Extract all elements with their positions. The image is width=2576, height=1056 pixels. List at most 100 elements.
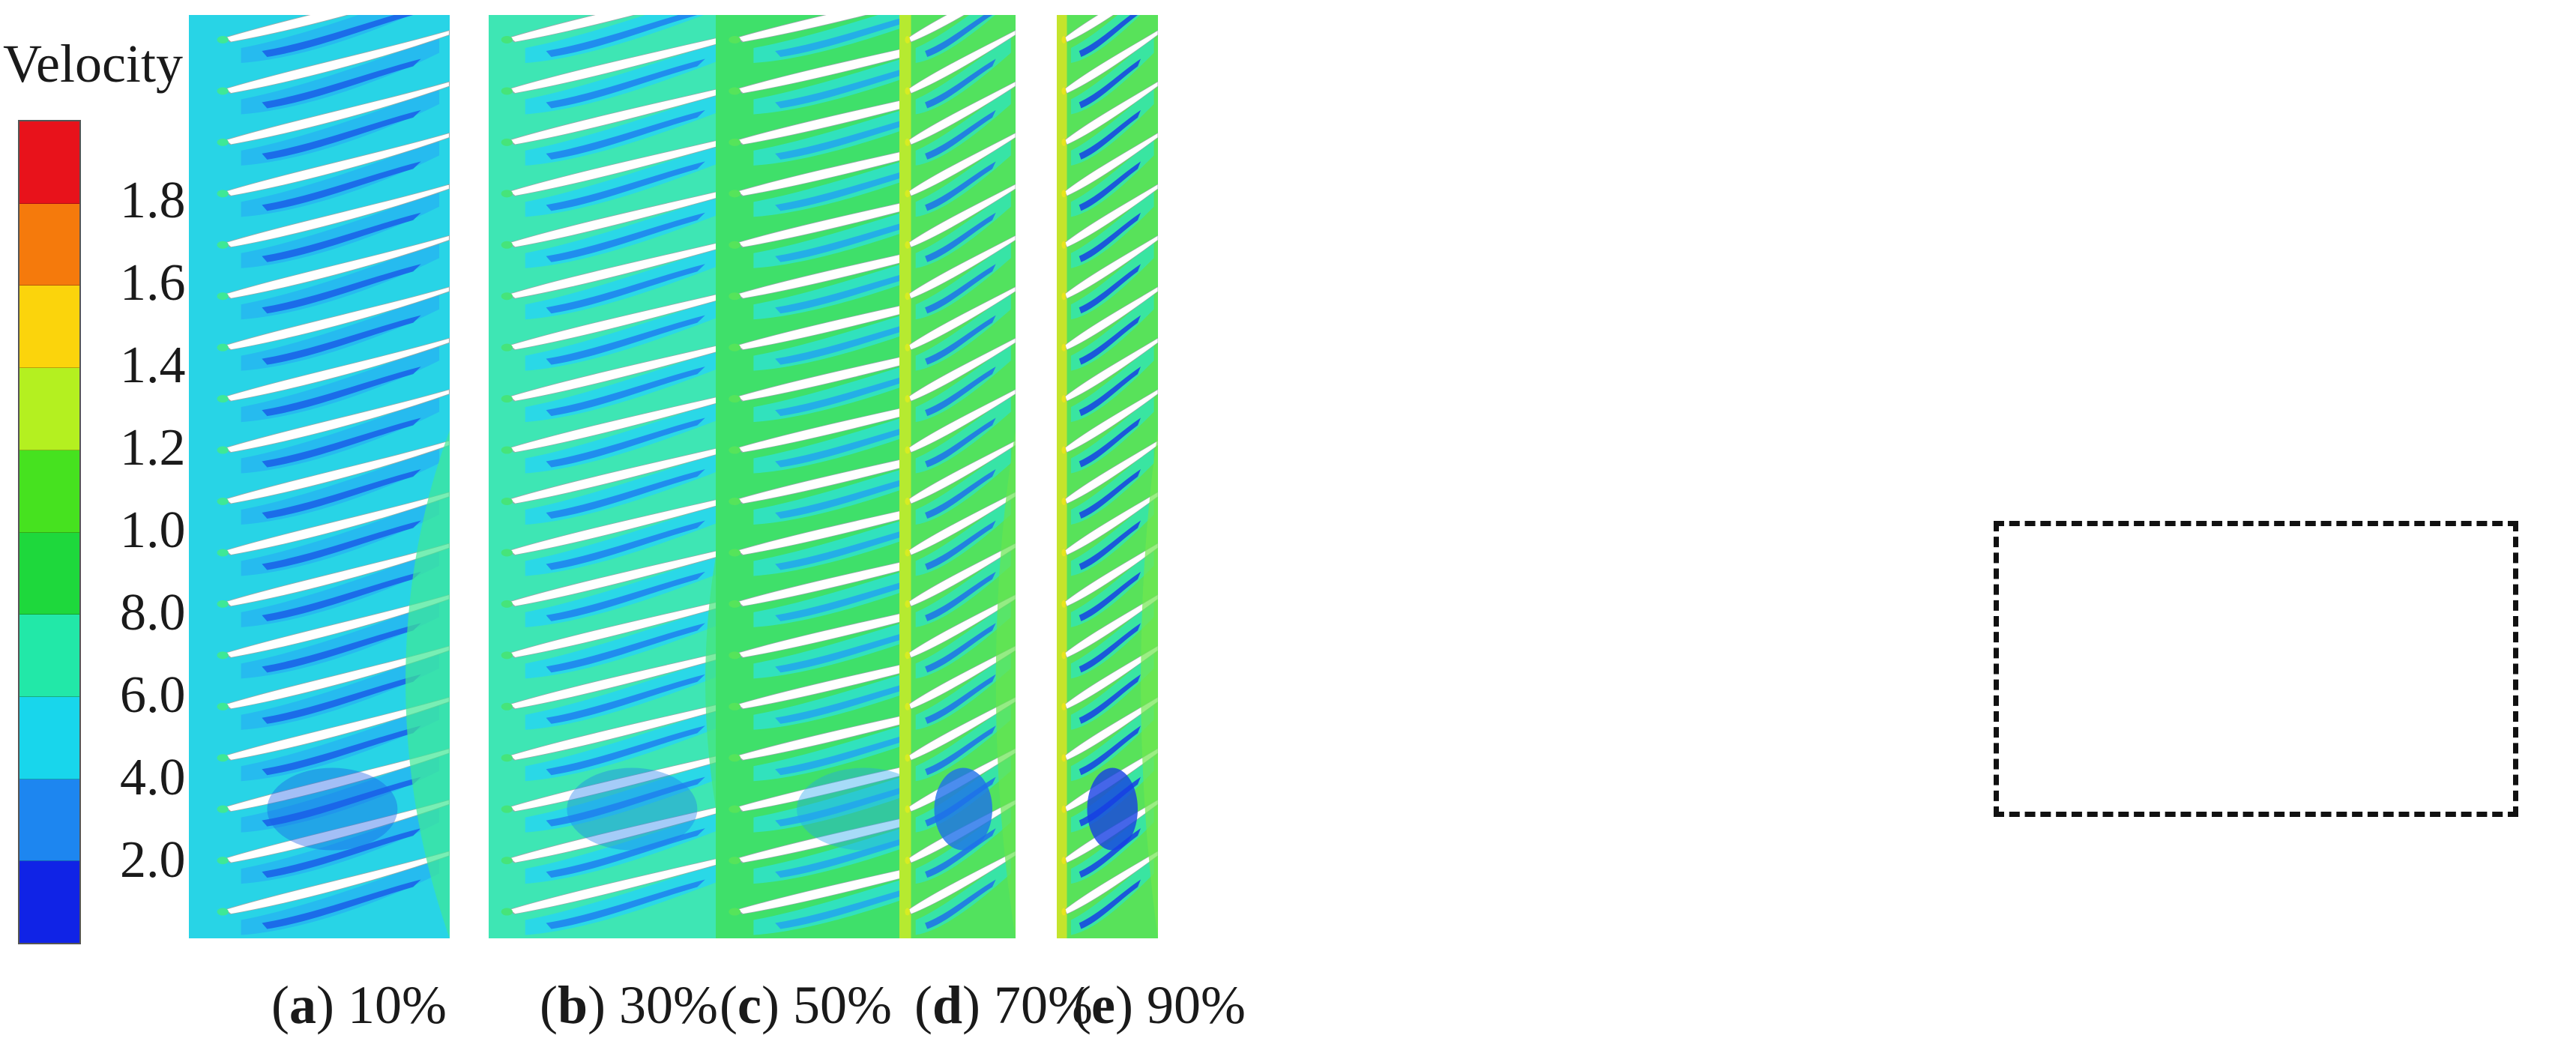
caption-b: (b) 30% — [540, 975, 718, 1035]
low-velocity-core — [546, 58, 705, 109]
low-velocity-core — [546, 571, 705, 621]
passage-flow-band — [525, 292, 740, 371]
leading-edge-spot — [905, 908, 911, 916]
passage-flow-band — [241, 395, 440, 474]
leading-edge-spot — [217, 292, 229, 301]
low-velocity-core — [1079, 212, 1141, 262]
blade — [224, 389, 450, 453]
leading-edge-spot — [1061, 549, 1067, 557]
passage-flow-band — [525, 241, 740, 320]
panel-b-contour — [489, 15, 749, 938]
low-velocity-core — [1079, 264, 1141, 314]
blade — [508, 645, 749, 710]
low-velocity-core — [1079, 623, 1141, 673]
leading-edge-spot — [905, 138, 911, 146]
blade — [508, 337, 749, 402]
caption-e: (e) 90% — [1073, 975, 1246, 1035]
blade — [508, 286, 749, 351]
leading-edge-spot — [501, 651, 513, 660]
leading-edge-spot — [501, 241, 513, 249]
blade — [908, 492, 1016, 555]
blade — [224, 184, 450, 248]
passage-flow-band — [525, 754, 740, 833]
blade — [1064, 543, 1158, 607]
passage-flow-band — [1070, 600, 1154, 679]
leading-edge-spot — [905, 600, 911, 608]
blade — [1064, 492, 1158, 555]
low-velocity-core — [775, 776, 940, 827]
blade — [736, 15, 868, 43]
passage-flow-band — [915, 857, 1011, 935]
blade — [224, 440, 450, 504]
passage-flow-band — [525, 600, 740, 679]
leading-edge-spot — [501, 138, 513, 146]
blade — [908, 235, 1016, 299]
blade — [908, 594, 1016, 658]
blade — [1064, 337, 1158, 402]
blade — [224, 235, 450, 299]
leading-edge-spot — [217, 138, 229, 146]
low-velocity-core — [1079, 571, 1141, 621]
passage-flow-band — [525, 87, 740, 166]
colorbar-segment — [19, 368, 79, 450]
blade — [508, 235, 749, 299]
blade — [224, 81, 450, 145]
low-velocity-core — [546, 366, 705, 417]
low-velocity-core — [1079, 366, 1141, 417]
colorbar-segment — [19, 532, 79, 615]
low-velocity-core — [262, 315, 421, 365]
velocity-contour-svg — [1057, 15, 1158, 938]
blade — [508, 492, 749, 555]
passage-flow-band — [915, 190, 1011, 268]
blade — [1064, 184, 1158, 248]
low-velocity-core — [775, 109, 940, 160]
blade — [1064, 30, 1158, 94]
leading-edge-spot — [1061, 754, 1067, 762]
low-velocity-core — [775, 161, 940, 211]
leading-edge-spot — [1061, 908, 1067, 916]
passage-flow-band — [1070, 190, 1154, 268]
colorbar-segment — [19, 286, 79, 369]
low-velocity-core — [1079, 161, 1141, 211]
leading-edge-spot — [1061, 241, 1067, 249]
leading-edge-spot — [501, 857, 513, 865]
leading-edge-spot — [501, 549, 513, 557]
leading-edge-spot — [1061, 702, 1067, 710]
passage-flow-band — [241, 549, 440, 627]
leading-edge-spot — [1061, 651, 1067, 660]
low-velocity-core — [925, 315, 996, 365]
passage-flow-band — [525, 703, 740, 782]
passage-flow-band — [1070, 344, 1154, 423]
leading-edge-spot — [217, 702, 229, 710]
low-velocity-core — [925, 623, 996, 673]
blade — [1064, 235, 1158, 299]
low-velocity-core — [775, 417, 940, 468]
blade — [908, 337, 1016, 402]
passage-flow-band — [1070, 292, 1154, 371]
blade — [224, 696, 450, 761]
passage-flow-band — [241, 857, 440, 935]
leading-edge-spot — [217, 241, 229, 249]
passage-flow-band — [525, 806, 740, 884]
leading-edge-spot — [501, 600, 513, 608]
low-velocity-core — [262, 366, 421, 417]
low-velocity-core — [775, 828, 940, 878]
low-velocity-core — [262, 109, 421, 160]
passage-flow-band — [241, 806, 440, 884]
low-velocity-core — [1079, 58, 1141, 109]
leading-edge-spot — [501, 805, 513, 813]
passage-flow-band — [915, 703, 1011, 782]
passage-flow-band — [241, 754, 440, 833]
passage-flow-band — [525, 857, 740, 935]
leading-edge-spot — [1061, 138, 1067, 146]
low-velocity-core — [925, 520, 996, 570]
leading-edge-spot — [1061, 292, 1067, 301]
panel-a-contour — [189, 15, 450, 938]
passage-flow-band — [915, 447, 1011, 525]
blade — [508, 15, 636, 43]
passage-flow-band — [241, 651, 440, 730]
passage-flow-band — [241, 344, 440, 423]
blade — [908, 389, 1016, 453]
leading-edge-spot — [729, 600, 741, 608]
blade — [908, 132, 1016, 196]
